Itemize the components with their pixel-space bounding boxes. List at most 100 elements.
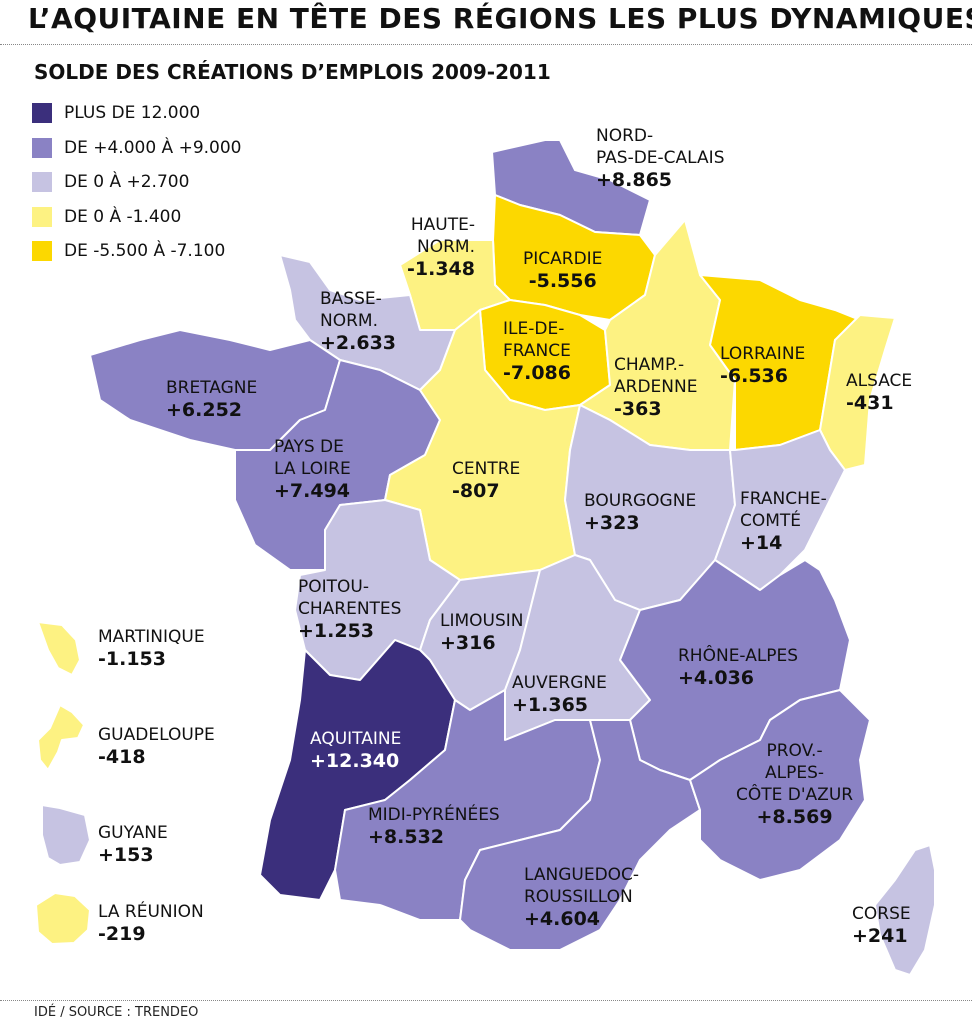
label-nord-pas-de-calais: NORD- PAS-DE-CALAIS +8.865: [596, 125, 724, 191]
legend-item-very-high: PLUS DE 12.000: [32, 96, 242, 131]
region-value: +4.036: [678, 667, 755, 689]
region-name: PAYS DE LA LOIRE: [274, 437, 351, 479]
region-value: -1.348: [407, 258, 475, 280]
region-value: +241: [852, 925, 908, 947]
region-name: BOURGOGNE: [584, 491, 697, 511]
label-alsace: ALSACE -431: [846, 370, 912, 414]
label-bretagne: BRETAGNE +6.252: [166, 377, 257, 421]
region-name: MARTINIQUE: [98, 627, 205, 647]
label-ile-de-france: ILE-DE- FRANCE -7.086: [503, 318, 571, 384]
region-name: GUADELOUPE: [98, 725, 215, 745]
region-value: -5.556: [528, 270, 597, 292]
label-pays-de-la-loire: PAYS DE LA LOIRE +7.494: [274, 436, 351, 502]
region-name: PROV.- ALPES- CÔTE D'AZUR: [736, 741, 854, 805]
region-name: LIMOUSIN: [440, 611, 524, 631]
region-name: GUYANE: [98, 823, 168, 843]
label-martinique: MARTINIQUE -1.153: [98, 626, 205, 670]
label-languedoc-roussillon: LANGUEDOC- ROUSSILLON +4.604: [524, 864, 639, 930]
label-auvergne: AUVERGNE +1.365: [512, 672, 607, 716]
label-la-reunion: LA RÉUNION -219: [98, 901, 204, 945]
region-value: +14: [740, 532, 783, 554]
legend-item-low-positive: DE 0 À +2.700: [32, 165, 242, 200]
region-value: +1.253: [298, 620, 375, 642]
region-guadeloupe: [37, 704, 85, 771]
legend-item-low-negative: DE 0 À -1.400: [32, 200, 242, 235]
region-name: PICARDIE: [523, 249, 603, 269]
region-name: HAUTE- NORM.: [410, 215, 475, 257]
label-midi-pyrenees: MIDI-PYRÉNÉES +8.532: [368, 804, 500, 848]
legend-label: DE 0 À +2.700: [64, 172, 190, 193]
region-value: -7.086: [503, 362, 571, 384]
label-poitou-charentes: POITOU- CHARENTES +1.253: [298, 576, 401, 642]
label-paca: PROV.- ALPES- CÔTE D'AZUR +8.569: [736, 740, 853, 828]
legend-swatch: [32, 103, 52, 124]
region-name: LANGUEDOC- ROUSSILLON: [524, 865, 640, 907]
legend-item-very-negative: DE -5.500 À -7.100: [32, 234, 242, 269]
label-franche-comte: FRANCHE- COMTÉ +14: [740, 488, 827, 554]
region-name: ILE-DE- FRANCE: [503, 319, 571, 361]
region-value: +153: [98, 844, 154, 866]
region-name: BRETAGNE: [166, 378, 258, 398]
region-value: +2.633: [320, 332, 397, 354]
region-guyane: [41, 804, 91, 866]
region-name: LA RÉUNION: [98, 902, 204, 922]
region-value: -363: [614, 398, 662, 420]
label-corse: CORSE +241: [852, 903, 911, 947]
legend-label: DE 0 À -1.400: [64, 206, 182, 227]
legend-swatch: [32, 137, 52, 158]
region-name: POITOU- CHARENTES: [298, 577, 402, 619]
region-corse: [874, 844, 936, 976]
region-martinique: [37, 621, 81, 676]
label-limousin: LIMOUSIN +316: [440, 610, 524, 654]
label-bourgogne: BOURGOGNE +323: [584, 490, 696, 534]
region-value: +4.604: [524, 908, 601, 930]
region-name: AQUITAINE: [310, 729, 402, 749]
legend-swatch: [32, 206, 52, 227]
label-champagne-ardenne: CHAMP.- ARDENNE -363: [614, 354, 697, 420]
region-value: +1.365: [512, 694, 589, 716]
legend-swatch: [32, 172, 52, 193]
map-title: L’AQUITAINE EN TÊTE DES RÉGIONS LES PLUS…: [28, 2, 972, 35]
region-value: +8.532: [368, 826, 445, 848]
legend: PLUS DE 12.000 DE +4.000 À +9.000 DE 0 À…: [32, 96, 242, 269]
region-value: -219: [98, 923, 146, 945]
region-value: +12.340: [310, 750, 400, 772]
source-credit: IDÉ / SOURCE : TRENDEO: [34, 1005, 199, 1020]
region-name: BASSE- NORM.: [320, 289, 382, 331]
label-basse-normandie: BASSE- NORM. +2.633: [320, 288, 396, 354]
legend-item-high: DE +4.000 À +9.000: [32, 131, 242, 166]
legend-label: DE +4.000 À +9.000: [64, 137, 242, 158]
region-name: ALSACE: [846, 371, 913, 391]
region-name: NORD- PAS-DE-CALAIS: [596, 126, 725, 168]
label-centre: CENTRE -807: [452, 458, 520, 502]
label-guyane: GUYANE +153: [98, 822, 168, 866]
region-name: LORRAINE: [720, 344, 806, 364]
region-value: +7.494: [274, 480, 351, 502]
legend-swatch: [32, 241, 52, 262]
region-value: +316: [440, 632, 496, 654]
region-name: CHAMP.- ARDENNE: [614, 355, 698, 397]
region-value: -6.536: [720, 365, 788, 387]
label-lorraine: LORRAINE -6.536: [720, 343, 805, 387]
legend-label: DE -5.500 À -7.100: [64, 241, 226, 262]
title-divider: [0, 44, 972, 45]
legend-label: PLUS DE 12.000: [64, 103, 201, 124]
region-value: +8.569: [756, 806, 833, 828]
region-value: +6.252: [166, 399, 243, 421]
region-name: MIDI-PYRÉNÉES: [368, 805, 500, 825]
region-paca: [689, 689, 871, 881]
region-value: -807: [452, 480, 500, 502]
label-guadeloupe: GUADELOUPE -418: [98, 724, 215, 768]
region-value: +8.865: [596, 169, 673, 191]
region-name: FRANCHE- COMTÉ: [740, 489, 827, 531]
label-rhone-alpes: RHÔNE-ALPES +4.036: [678, 645, 798, 689]
region-value: -1.153: [98, 648, 166, 670]
region-la-reunion: [35, 892, 91, 945]
region-value: -431: [846, 392, 894, 414]
label-picardie: PICARDIE -5.556: [523, 248, 602, 292]
label-aquitaine: AQUITAINE +12.340: [310, 728, 401, 772]
region-languedoc-roussillon: [459, 719, 701, 951]
label-haute-normandie: HAUTE- NORM. -1.348: [407, 214, 475, 280]
region-name: RHÔNE-ALPES: [678, 646, 799, 666]
